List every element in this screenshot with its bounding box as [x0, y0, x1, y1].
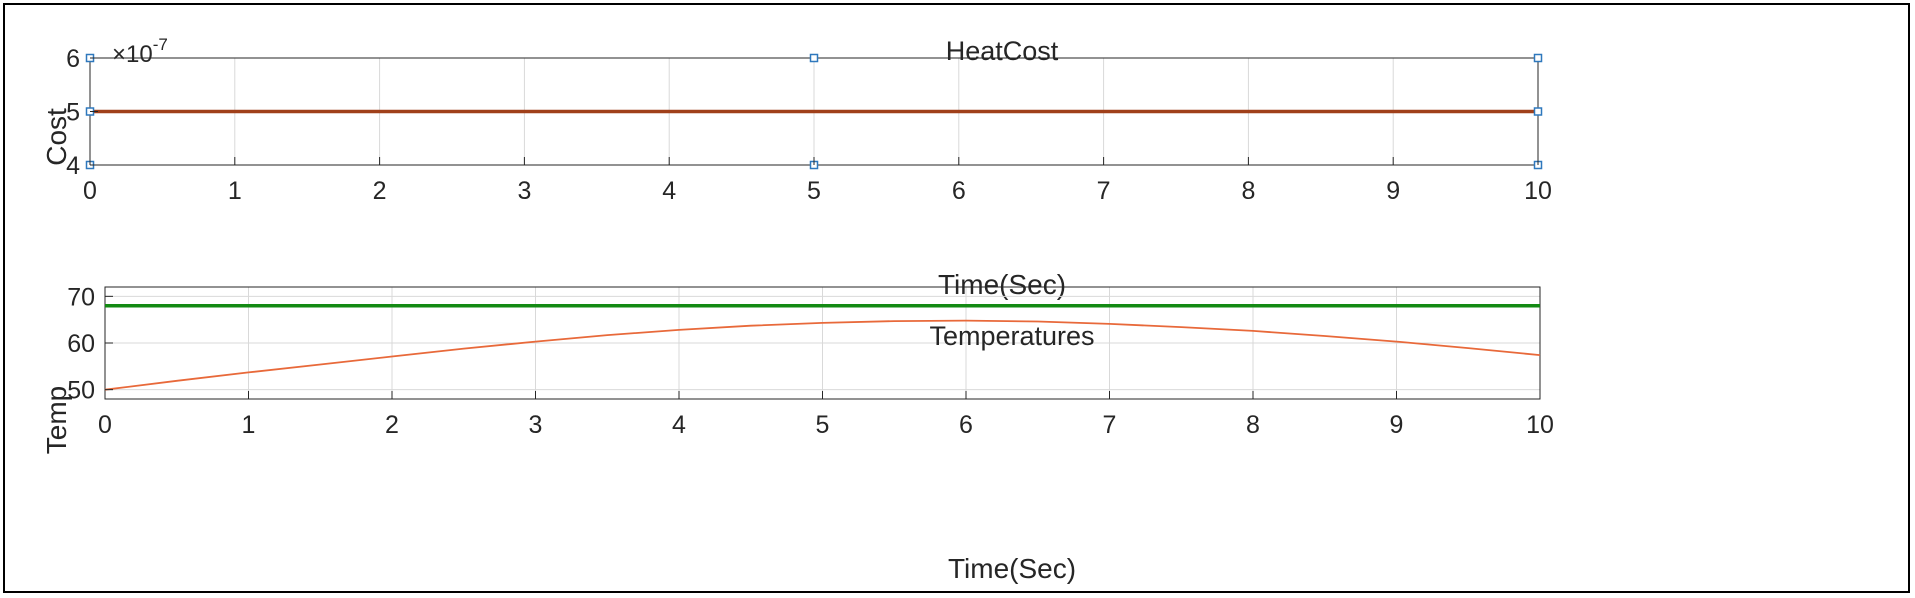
temperatures-x-tick-label-9: 9: [1390, 411, 1404, 439]
heatcost-x-tick-label-0: 0: [83, 177, 97, 205]
heatcost-x-tick-label-10: 10: [1524, 177, 1552, 205]
heatcost-data-tip-10-6[interactable]: [1533, 53, 1543, 63]
heatcost-x-tick-label-2: 2: [373, 177, 387, 205]
temperatures-x-tick-label-8: 8: [1246, 411, 1260, 439]
heatcost-x-ticks: 0 1 2 3 4 5 6 7 8 9 10: [83, 157, 1552, 205]
heatcost-x-tick-label-7: 7: [1097, 177, 1111, 205]
figure-border: [3, 3, 1910, 593]
temperatures-title: Temperatures: [929, 321, 1094, 351]
temperatures-x-tick-label-5: 5: [816, 411, 830, 439]
temperatures-series: [104, 303, 1541, 391]
temperatures-ylabel: Temp: [41, 386, 72, 454]
temperatures-grid: [104, 287, 1541, 399]
temperatures-chart: 0 1 2 3 4 5 6 7 8 9 10 50 60 70 Temperatures Time(Se…: [41, 283, 1554, 584]
temperatures-x-tick-label-1: 1: [242, 411, 256, 439]
temperatures-y-tick-label-60: 60: [67, 330, 95, 358]
temperatures-x-ticks: 0 1 2 3 4 5 6 7 8 9 10: [98, 391, 1554, 439]
temperatures-x-tick-label-3: 3: [529, 411, 543, 439]
temperatures-x-tick-label-7: 7: [1103, 411, 1117, 439]
heatcost-data-tip-5-6[interactable]: [809, 53, 819, 63]
heatcost-x-tick-label-1: 1: [228, 177, 242, 205]
heatcost-exponent: ×10-7: [112, 35, 168, 68]
heatcost-x-tick-label-3: 3: [517, 177, 531, 205]
heatcost-xlabel: Time(Sec): [938, 269, 1066, 300]
heatcost-data-tip-10-5[interactable]: [1533, 107, 1543, 116]
temperatures-x-tick-label-4: 4: [672, 411, 686, 439]
temperatures-xlabel: Time(Sec): [948, 553, 1076, 584]
heatcost-chart: 0 1 2 3 4 5 6 7 8 9 10 4 5 6 HeatCost Time(Sec) Cost…: [41, 35, 1552, 300]
heatcost-x-tick-label-4: 4: [662, 177, 676, 205]
heatcost-exponent-power: -7: [153, 35, 168, 54]
heatcost-x-tick-label-5: 5: [807, 177, 821, 205]
temperatures-x-tick-label-0: 0: [98, 411, 112, 439]
temperatures-y-ticks: 50 60 70: [67, 283, 113, 405]
heatcost-ylabel: Cost: [41, 108, 72, 166]
heatcost-x-tick-label-6: 6: [952, 177, 966, 205]
heatcost-y-tick-label-6: 6: [66, 45, 80, 73]
temperatures-x-tick-label-6: 6: [959, 411, 973, 439]
heatcost-y-tick-label-5: 5: [66, 99, 80, 127]
heatcost-title: HeatCost: [946, 36, 1059, 66]
temperatures-y-tick-label-50: 50: [67, 377, 95, 405]
temperatures-x-tick-label-10: 10: [1526, 411, 1554, 439]
temperatures-y-tick-label-70: 70: [67, 283, 95, 311]
temperatures-series-line-2: [104, 319, 1541, 391]
heatcost-y-ticks: 4 5 6: [66, 45, 98, 180]
heatcost-y-tick-label-4: 4: [66, 152, 80, 180]
heatcost-exponent-base: ×10: [112, 41, 153, 68]
heatcost-x-tick-label-8: 8: [1241, 177, 1255, 205]
heatcost-x-tick-label-9: 9: [1386, 177, 1400, 205]
temperatures-x-tick-label-2: 2: [385, 411, 399, 439]
